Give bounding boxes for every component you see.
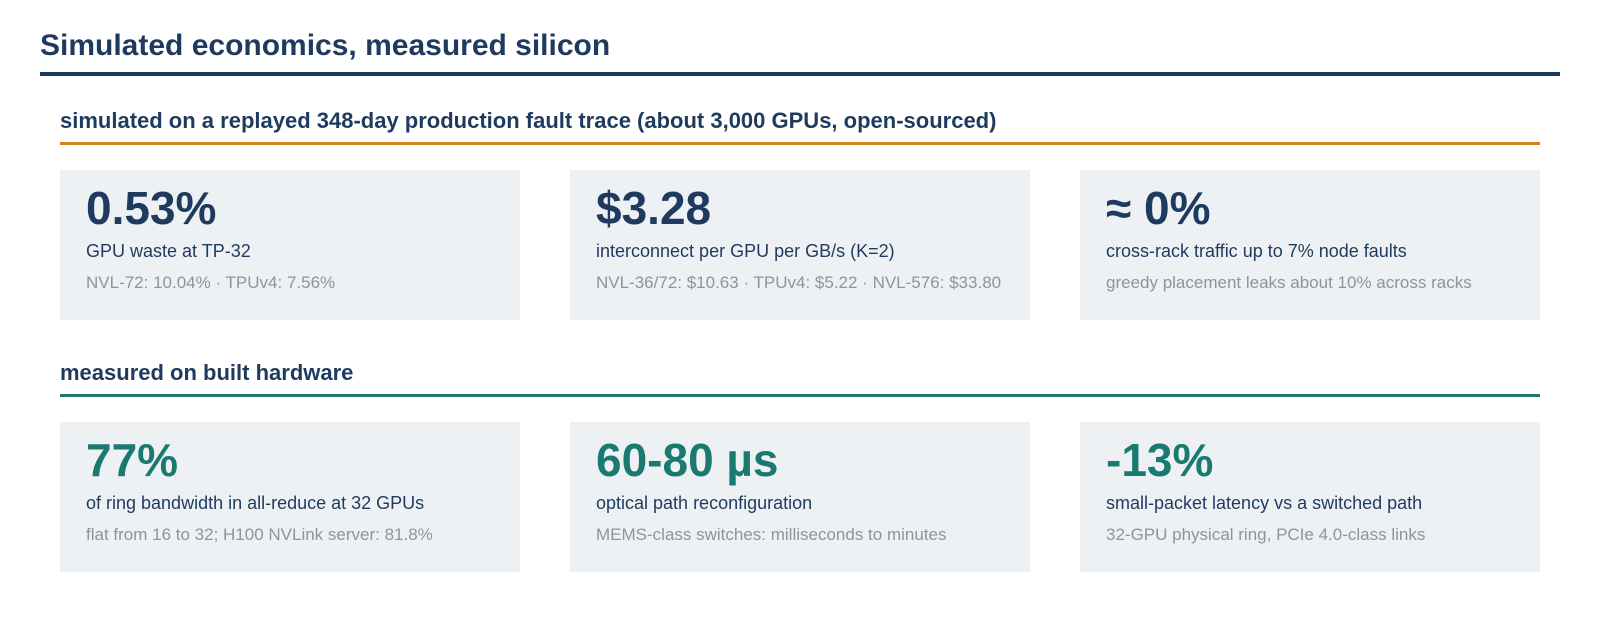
- stat-note: NVL-72: 10.04% · TPUv4: 7.56%: [86, 273, 336, 292]
- stat-note: greedy placement leaks about 10% across …: [1106, 273, 1472, 292]
- stat-label: interconnect per GPU per GB/s (K=2): [596, 241, 895, 261]
- stat-card-interconnect-cost: $3.28 interconnect per GPU per GB/s (K=2…: [570, 170, 1030, 320]
- simulated-section-divider: [60, 142, 1540, 145]
- simulated-section-heading: simulated on a replayed 348-day producti…: [60, 108, 997, 133]
- simulated-stat-cards: 0.53% GPU waste at TP-32 NVL-72: 10.04% …: [60, 170, 1540, 320]
- stat-card-reconfiguration-time: 60-80 µs optical path reconfiguration ME…: [570, 422, 1030, 572]
- stat-label: small-packet latency vs a switched path: [1106, 493, 1423, 513]
- title-divider: [40, 72, 1560, 76]
- stat-card-packet-latency: -13% small-packet latency vs a switched …: [1080, 422, 1540, 572]
- stat-value: ≈ 0%: [1106, 182, 1211, 234]
- stat-label: of ring bandwidth in all-reduce at 32 GP…: [86, 493, 425, 513]
- stat-label: optical path reconfiguration: [596, 493, 813, 513]
- stat-card-gpu-waste: 0.53% GPU waste at TP-32 NVL-72: 10.04% …: [60, 170, 520, 320]
- stat-value: 60-80 µs: [596, 434, 779, 486]
- stat-label: cross-rack traffic up to 7% node faults: [1106, 241, 1407, 261]
- hardware-section: measured on built hardware 77% of ring b…: [60, 356, 1540, 572]
- stat-card-cross-rack-traffic: ≈ 0% cross-rack traffic up to 7% node fa…: [1080, 170, 1540, 320]
- stat-label: GPU waste at TP-32: [86, 241, 251, 261]
- stat-note: 32-GPU physical ring, PCIe 4.0-class lin…: [1106, 525, 1426, 544]
- hardware-section-divider: [60, 394, 1540, 397]
- stat-value: 77%: [86, 434, 179, 486]
- stat-note: MEMS-class switches: milliseconds to min…: [596, 525, 947, 544]
- hardware-stat-cards: 77% of ring bandwidth in all-reduce at 3…: [60, 422, 1540, 572]
- hardware-section-heading: measured on built hardware: [60, 360, 354, 385]
- stat-note: flat from 16 to 32; H100 NVLink server: …: [86, 525, 433, 544]
- stat-value: 0.53%: [86, 182, 217, 234]
- page-title: Simulated economics, measured silicon: [40, 29, 611, 62]
- stat-value: $3.28: [596, 182, 712, 234]
- stat-card-ring-bandwidth: 77% of ring bandwidth in all-reduce at 3…: [60, 422, 520, 572]
- simulated-section: simulated on a replayed 348-day producti…: [60, 104, 1540, 320]
- stat-value: -13%: [1106, 434, 1214, 486]
- stat-note: NVL-36/72: $10.63 · TPUv4: $5.22 · NVL-5…: [596, 273, 1002, 292]
